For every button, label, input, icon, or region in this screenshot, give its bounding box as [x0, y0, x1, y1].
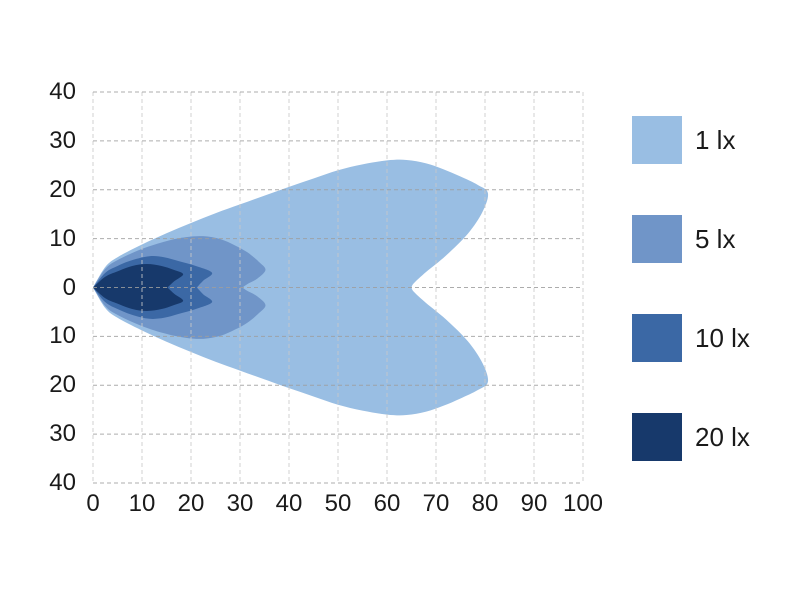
- legend-label-20lx: 20 lx: [695, 421, 750, 452]
- y-tick-label-0: 0: [62, 273, 76, 301]
- x-tick-label-90: 90: [520, 490, 548, 517]
- legend-item-10lx: 10 lx: [632, 314, 750, 362]
- plot-area: [92, 91, 584, 484]
- legend-swatch-1lx: [632, 116, 682, 164]
- x-tick-label-60: 60: [373, 490, 401, 517]
- x-tick-label-70: 70: [422, 490, 450, 517]
- legend-label-10lx: 10 lx: [695, 322, 750, 353]
- y-tick-label--30: 30: [49, 420, 76, 448]
- x-tick-label-10: 10: [128, 490, 156, 517]
- x-tick-label-100: 100: [562, 490, 604, 517]
- y-tick-label-20: 20: [49, 175, 76, 203]
- legend-item-20lx: 20 lx: [632, 413, 750, 461]
- legend-swatch-5lx: [632, 215, 682, 263]
- y-tick-label-40: 40: [49, 78, 76, 105]
- legend-item-1lx: 1 lx: [632, 116, 735, 164]
- y-tick-label-10: 10: [49, 224, 76, 252]
- legend-label-5lx: 5 lx: [695, 223, 736, 254]
- x-tick-label-50: 50: [324, 490, 352, 517]
- x-tick-label-40: 40: [275, 490, 303, 517]
- x-tick-label-30: 30: [226, 490, 254, 517]
- y-tick-label-30: 30: [49, 126, 76, 154]
- x-tick-label-0: 0: [86, 490, 100, 517]
- y-tick-label--10: 10: [49, 322, 76, 350]
- legend-swatch-20lx: [632, 413, 682, 461]
- y-tick-label--20: 20: [49, 371, 76, 399]
- legend-swatch-10lx: [632, 314, 682, 362]
- legend-item-5lx: 5 lx: [632, 215, 735, 263]
- gridlines: [92, 91, 584, 484]
- legend-label-1lx: 1 lx: [695, 124, 736, 155]
- x-tick-label-20: 20: [177, 490, 205, 517]
- x-tick-label-80: 80: [471, 490, 499, 517]
- y-tick-label--40: 40: [49, 469, 76, 496]
